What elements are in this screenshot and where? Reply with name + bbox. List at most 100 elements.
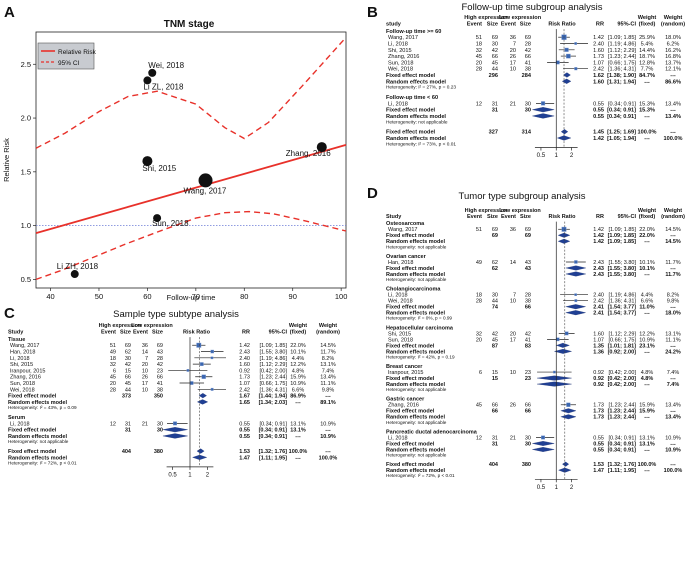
panelB-x-tick-label-1: 1 [555,152,559,159]
panelB-overall-random-weight-random: 100.0% [664,136,683,142]
panelB-group-1-study-0-box [540,101,546,106]
study-point-label-5: Sun, 2018 [152,219,189,228]
panelC-group-1-random-rr: 0.55 [239,434,250,440]
legend-ci-label: 95% CI [58,60,80,67]
panelC-group-0-study-3-box [199,362,204,366]
panelC-group-0-fixed-weight-random: --- [325,394,331,400]
panelC-group-0-study-2-size-1: 30 [125,356,131,362]
panelC-group-0-study-0-weight-fixed: 22.0% [290,343,306,349]
panelB-overall-random-weight-fixed: --- [644,136,650,142]
panelB-group-0-study-2-label: Shi, 2015 [388,48,412,54]
panelB-group-0-fixed-ci: [1.38; 1.90] [607,73,636,79]
panelD-group-3-fixed-rr: 1.35 [593,343,604,349]
panelD-group-1-fixed-label: Fixed effect model [386,266,435,272]
panelC-group-1-random-weight-fixed: --- [295,434,301,440]
panelD-group-3-study-0-weight-random: 13.1% [665,331,681,337]
panelC-group-0-study-1-rr: 2.43 [239,349,250,355]
panelD-group-5-fixed-diamond [560,408,577,414]
panelD-group-3-study-1-rr: 1.07 [593,337,604,343]
panelB-group-1-fixed-size-2: 30 [525,108,531,114]
panel-a-label: A [4,4,15,21]
x-tick-label-80: 80 [240,292,248,301]
panelD-group-3-study-1-size-2: 41 [525,337,531,343]
panelD-overall-fixed-label: Fixed effect model [386,462,435,468]
panelD-group-6-study-0-event-2: 21 [510,435,516,441]
panelC-header-high: High expression [99,323,142,329]
panelD-group-4-fixed-size-1: 15 [492,376,498,382]
panelB-group-0-study-3-event-2: 26 [510,54,516,60]
panelC-group-0-study-5-ci: [1.23; 2.44] [259,375,287,381]
panelC-group-1-random-ci: [0.34; 0.91] [259,434,288,440]
panelC-group-0-study-3-weight-random: 13.1% [320,362,336,368]
panelC-group-0-study-7-label: Wei, 2018 [10,387,35,393]
panelD-group-3-study-1-event-2: 17 [510,337,516,343]
panelB-group-0-study-4-ci: [0.66; 1.75] [608,60,636,66]
panelD-overall-random-rr: 1.47 [593,468,604,474]
panelD-overall-random-ci: [1.11; 1.95] [608,468,636,474]
panel-c-label: C [4,305,15,322]
panelD-header-event-2: Event [501,214,516,220]
panelD-x-tick-label-0: 0.5 [537,485,546,491]
panelB-group-0-study-0-size-1: 69 [492,35,498,41]
panelD-group-0-title: Osteosarcoma [386,221,425,227]
panelC-group-0-random-weight-fixed: --- [295,400,301,406]
panelD-group-0-study-0-weight-fixed: 22.0% [639,227,655,233]
panelC-group-0-study-2-weight-fixed: 4.4% [292,356,305,362]
panelD-group-1-random-rr: 2.43 [593,272,604,278]
panelB-group-1-random-ci: [0.34; 0.91] [607,114,636,120]
panelB-group-1-study-0-event-1: 12 [476,101,482,107]
panelB-header-random: (random) [661,21,685,27]
panelD-group-6-random-rr: 0.55 [593,447,604,453]
panelD-group-2-study-0-event-1: 18 [476,293,482,299]
panelC-group-1-fixed-weight-random: --- [325,428,331,434]
panelD-group-3-random-rr: 1.36 [593,349,604,355]
panelB-group-0-study-1-label: Li, 2018 [388,41,408,47]
panelC-group-1-fixed-size-1: 31 [125,428,131,434]
panelB-group-0-random-ci: [1.31; 1.94] [607,79,636,85]
panelC-group-0-random-ci: [1.34; 2.03] [259,400,288,406]
study-point-5 [153,214,162,223]
study-point-1 [143,76,152,85]
panelD-overall-random-label: Random effects model [386,468,445,474]
panelB-group-0-random-weight-fixed: --- [644,79,650,85]
panelD-header-size-2: Size [520,214,531,220]
panelB-group-0-study-1-size-2: 28 [525,41,531,47]
panelC-group-0-study-6-box [189,381,194,385]
y-tick-label-4: 2.5 [21,60,31,69]
panelB-group-1-random-diamond [532,113,555,119]
study-point-label-2: Shi, 2015 [142,164,176,173]
panelC-group-0-study-1-weight-fixed: 10.1% [290,349,306,355]
panelB-group-0-study-5-box [574,67,578,71]
panelC-group-1-random-diamond [162,433,188,439]
panelD-group-1-study-0-rr: 2.43 [593,260,604,266]
panelD-group-2-random-rr: 2.41 [593,311,604,317]
panelD-group-0-fixed-label: Fixed effect model [386,233,435,239]
panelD-group-4-study-0-size-2: 23 [525,370,531,376]
x-tick-label-70: 70 [192,292,200,301]
panelB-group-1-fixed-rr: 0.55 [593,108,604,114]
panelC-overall-fixed-label: Fixed effect model [8,449,57,455]
panelB-group-0-random-diamond [561,78,572,84]
panel-d-title: Tumor type subgroup analysis [459,191,586,202]
panel-c-title: Sample type subtype analysis [113,309,239,320]
panelB-group-1-title: Follow-up time < 60 [386,95,438,101]
panelC-group-0-study-3-label: Shi, 2015 [10,362,33,368]
panelD-group-6-study-0-size-1: 31 [492,435,498,441]
panelC-group-0-fixed-ci: [1.44; 1.94] [259,394,288,400]
panelB-group-0-study-1-event-2: 7 [513,41,516,47]
panelC-overall-heterogeneity: Heterogeneity: I² = 72%, p < 0.01 [8,461,77,466]
panelD-group-6-study-0-ci: [0.34; 0.91] [608,435,636,441]
study-point-label-3: Wang, 2017 [184,186,227,195]
panelD-group-4-study-0-ci: [0.42; 2.00] [608,370,636,376]
panelC-group-1-study-0-weight-fixed: 13.1% [290,421,306,427]
panelC-group-0-study-5-rr: 1.73 [239,375,250,381]
panelD-header-high: High expression [465,208,508,214]
study-point-label-1: Li ZL, 2018 [143,82,184,91]
panel-b-label: B [367,4,378,21]
panelB-group-0-study-5-weight-random: 12.1% [665,67,681,73]
panelD-x-tick-label-2: 2 [570,485,574,491]
panelD-group-0-random-weight-random: 14.5% [665,239,681,245]
panelB-group-0-fixed-size-1: 296 [489,73,498,79]
panelC-group-1-random-label: Random effects model [8,434,67,440]
panelD-group-1-random-ci: [1.55; 3.80] [608,272,637,278]
